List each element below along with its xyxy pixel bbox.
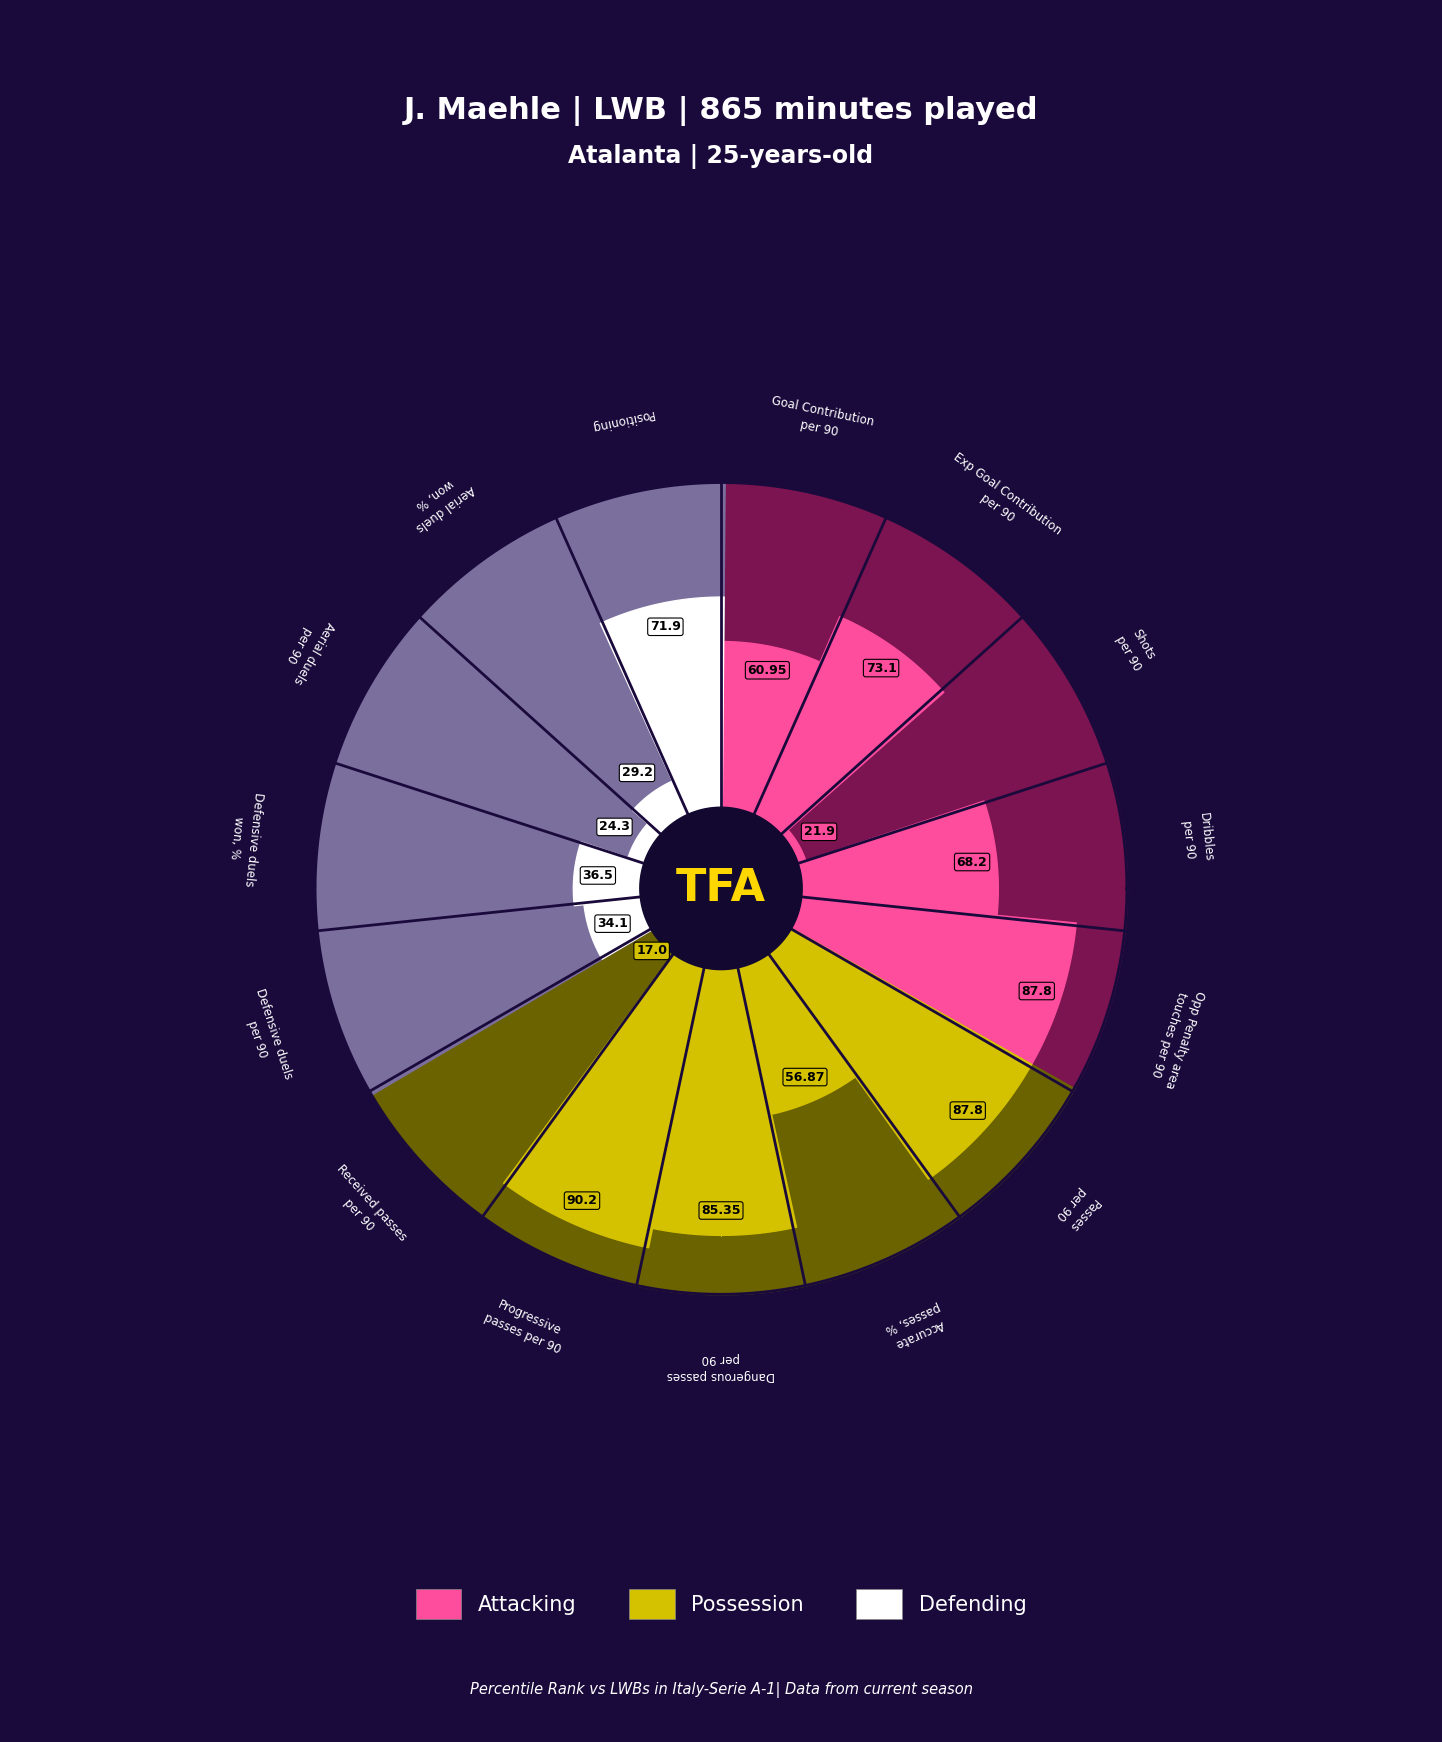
Text: J. Maehle | LWB | 865 minutes played: J. Maehle | LWB | 865 minutes played (404, 96, 1038, 127)
Text: Percentile Rank vs LWBs in Italy-Serie A-1| Data from current season: Percentile Rank vs LWBs in Italy-Serie A… (470, 1681, 972, 1698)
Text: 68.2: 68.2 (956, 855, 988, 869)
Text: Aerial duels
per 90: Aerial duels per 90 (275, 611, 336, 686)
Text: Accurate
passes, %: Accurate passes, % (883, 1300, 949, 1352)
Text: Passes
per 90: Passes per 90 (1053, 1185, 1102, 1233)
Text: Positioning: Positioning (588, 408, 655, 434)
Text: 29.2: 29.2 (622, 766, 652, 779)
Text: 90.2: 90.2 (567, 1193, 597, 1207)
Text: 87.8: 87.8 (952, 1104, 983, 1117)
Text: Dribbles
per 90: Dribbles per 90 (1180, 812, 1214, 864)
Text: Dangerous passes
per 90: Dangerous passes per 90 (666, 1352, 776, 1383)
Text: Opp Penalty area
touches per 90: Opp Penalty area touches per 90 (1146, 982, 1207, 1089)
Text: 73.1: 73.1 (865, 662, 897, 674)
Text: Shots
per 90: Shots per 90 (1113, 625, 1158, 672)
Text: 21.9: 21.9 (803, 826, 835, 838)
Text: 17.0: 17.0 (636, 944, 668, 958)
Text: 24.3: 24.3 (598, 820, 630, 833)
Text: Goal Contribution
per 90: Goal Contribution per 90 (766, 394, 875, 446)
Text: 34.1: 34.1 (597, 918, 627, 930)
Text: Defensive duels
won, %: Defensive duels won, % (225, 789, 264, 887)
Polygon shape (640, 807, 802, 970)
Text: Received passes
per 90: Received passes per 90 (322, 1162, 410, 1256)
Text: 87.8: 87.8 (1021, 984, 1053, 998)
Text: Progressive
passes per 90: Progressive passes per 90 (483, 1296, 570, 1357)
Text: Defensive duels
per 90: Defensive duels per 90 (236, 988, 294, 1085)
Text: 85.35: 85.35 (701, 1204, 741, 1218)
Text: 71.9: 71.9 (650, 620, 681, 634)
Text: Aerial duels
won, %: Aerial duels won, % (402, 469, 476, 533)
Text: Exp Goal Contribution
per 90: Exp Goal Contribution per 90 (942, 451, 1064, 550)
Text: Atalanta | 25-years-old: Atalanta | 25-years-old (568, 145, 874, 169)
Legend: Attacking, Possession, Defending: Attacking, Possession, Defending (407, 1582, 1035, 1627)
Text: 60.95: 60.95 (747, 664, 787, 676)
Text: 36.5: 36.5 (583, 869, 613, 881)
Text: 56.87: 56.87 (786, 1071, 825, 1084)
Text: TFA: TFA (676, 868, 766, 909)
